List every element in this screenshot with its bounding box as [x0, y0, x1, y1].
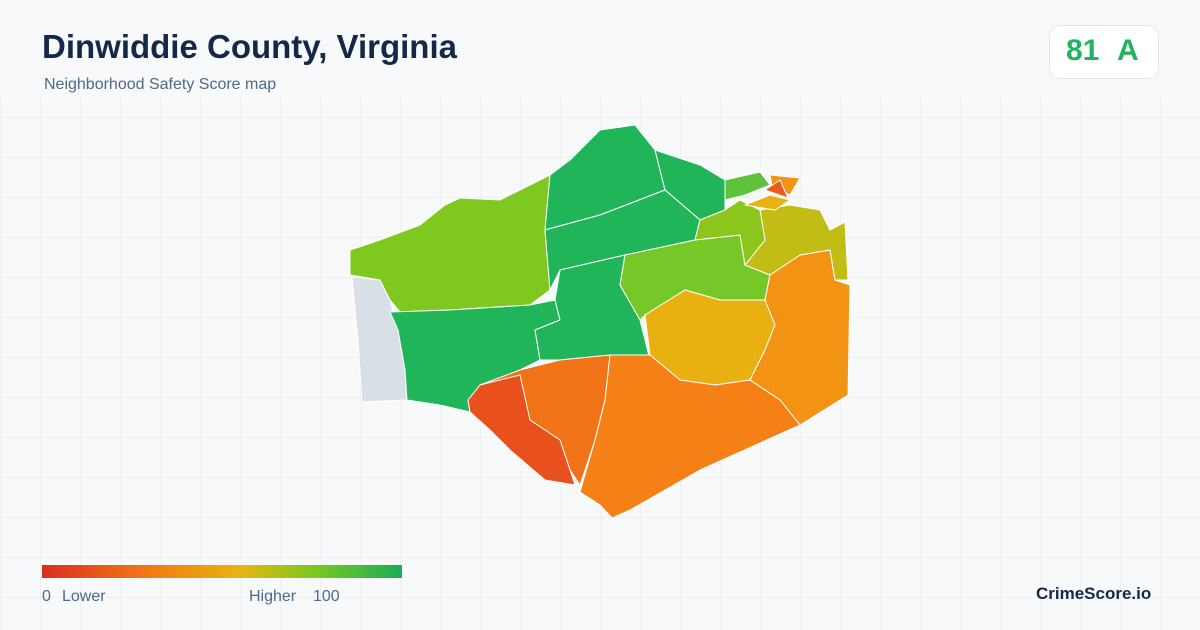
legend-min: 0 [42, 588, 51, 605]
region [579, 354, 801, 519]
region [467, 374, 576, 486]
region [694, 199, 766, 266]
region [744, 194, 791, 211]
grade: A [1117, 34, 1139, 67]
region [764, 179, 789, 199]
title: Dinwiddie County, Virginia [42, 28, 457, 65]
region [769, 174, 801, 196]
region [724, 171, 771, 201]
score: 81 [1066, 34, 1100, 67]
brand: CrimeScore.io [1036, 584, 1152, 603]
map [349, 124, 851, 519]
subtitle: Neighborhood Safety Score map [44, 76, 277, 93]
legend-max-label: Higher [249, 588, 297, 605]
score-box [1049, 25, 1159, 79]
legend-min-label: Lower [62, 588, 106, 605]
legend-bar [42, 565, 402, 578]
legend-max: 100 [313, 588, 340, 605]
